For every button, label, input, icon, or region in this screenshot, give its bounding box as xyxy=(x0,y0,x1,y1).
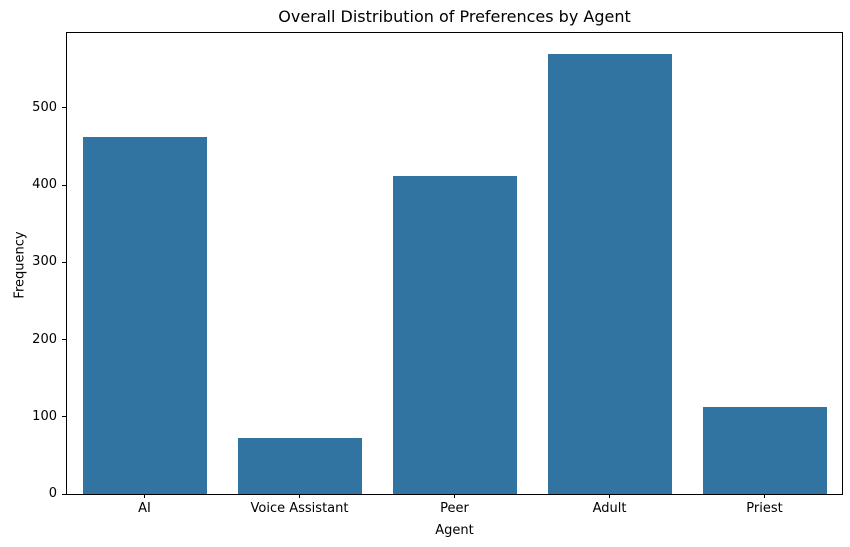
y-tick-label: 0 xyxy=(48,486,57,501)
x-axis-label: Agent xyxy=(435,523,474,538)
bar-adult xyxy=(547,53,672,494)
y-tick-mark xyxy=(62,339,66,341)
x-tick-label: Voice Assistant xyxy=(250,501,349,516)
x-tick-label: AI xyxy=(138,501,151,516)
y-tick-label: 500 xyxy=(32,99,57,115)
y-tick-mark xyxy=(62,493,66,495)
x-tick-label: Adult xyxy=(592,501,627,516)
x-tick-label: Priest xyxy=(746,501,783,516)
y-tick-label: 100 xyxy=(32,408,57,424)
x-tick-mark xyxy=(144,494,145,498)
bar-ai xyxy=(82,137,207,494)
y-tick-mark xyxy=(62,416,66,418)
x-tick-mark xyxy=(764,494,765,498)
y-tick-mark xyxy=(62,184,66,186)
x-tick-mark xyxy=(609,494,610,498)
bar-voice-assistant xyxy=(237,437,362,494)
x-tick-mark xyxy=(454,494,455,498)
y-tick-label: 300 xyxy=(32,254,57,270)
plot-area: 0 100 200 300 400 500 AI Voice Assistant Peer Ad… xyxy=(32,32,843,516)
x-tick-label: Peer xyxy=(440,501,469,516)
y-tick-label: 200 xyxy=(32,331,57,347)
bar-priest xyxy=(702,406,827,494)
y-tick-mark xyxy=(62,261,66,263)
y-tick-label: 400 xyxy=(32,177,57,193)
bar-peer xyxy=(392,175,517,494)
chart-title: Overall Distribution of Preferences by A… xyxy=(278,7,631,26)
y-tick-mark xyxy=(62,107,66,109)
x-tick-mark xyxy=(299,494,300,498)
